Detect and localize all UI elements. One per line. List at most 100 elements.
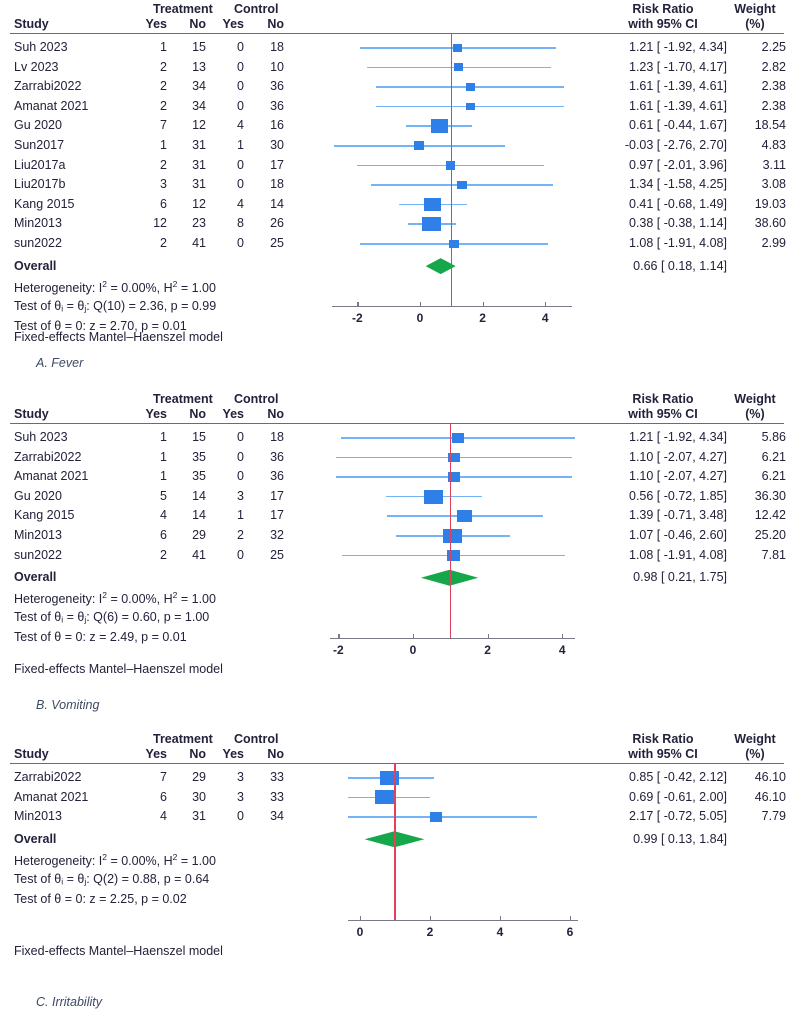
header-treatment: Treatment bbox=[153, 732, 213, 746]
x-axis-tick-label: 4 bbox=[541, 311, 549, 325]
x-axis bbox=[330, 638, 575, 640]
cell-control-no: 25 bbox=[270, 236, 284, 250]
table-row: Kang 2015 bbox=[14, 508, 75, 523]
cell-treatment-no: 31 bbox=[192, 177, 206, 192]
cell-weight: 2.82 bbox=[761, 59, 786, 74]
cell-effect-estimate: 1.08 [ -1.91, 4.08] bbox=[629, 547, 727, 562]
header-control-no: No bbox=[267, 17, 284, 31]
cell-control-yes: 0 bbox=[237, 449, 244, 464]
header-treatment-no: No bbox=[189, 407, 206, 421]
table-row: Gu 2020 bbox=[14, 118, 62, 133]
x-axis bbox=[332, 306, 572, 308]
cell-weight: 46.10 bbox=[754, 770, 786, 784]
x-axis-tick bbox=[430, 916, 432, 920]
cell-treatment-no: 31 bbox=[192, 138, 206, 152]
table-row: Zarrabi2022 bbox=[14, 770, 82, 784]
cell-treatment-no: 29 bbox=[192, 528, 206, 542]
cell-treatment-no: 15 bbox=[192, 430, 206, 444]
header-rule bbox=[10, 423, 784, 424]
cell-weight: 6.21 bbox=[761, 469, 786, 484]
x-axis-tick-label: 2 bbox=[479, 311, 486, 325]
x-axis-tick-label: 2 bbox=[484, 643, 491, 657]
cell-effect-estimate: -0.03 [ -2.76, 2.70] bbox=[624, 138, 727, 152]
header-weight: Weight bbox=[734, 392, 776, 406]
x-axis-tick-label: 6 bbox=[566, 925, 574, 939]
x-axis-tick bbox=[500, 916, 502, 920]
z-test-stat: Test of θ = 0: z = 2.25, p = 0.02 bbox=[14, 891, 187, 906]
table-row: Zarrabi2022 bbox=[14, 449, 82, 464]
cell-control-no: 17 bbox=[270, 157, 284, 172]
effect-marker bbox=[449, 239, 459, 248]
header-study: Study bbox=[14, 747, 49, 761]
cell-weight: 3.11 bbox=[762, 157, 786, 172]
cell-control-no: 26 bbox=[270, 216, 284, 231]
cell-weight: 38.60 bbox=[754, 216, 786, 231]
cell-weight: 2.25 bbox=[761, 40, 786, 54]
table-row: Amanat 2021 bbox=[14, 789, 89, 804]
header-effect: Risk Ratio bbox=[632, 2, 694, 16]
table-row: Kang 2015 bbox=[14, 196, 75, 211]
cell-control-no: 10 bbox=[270, 59, 284, 74]
cell-control-no: 30 bbox=[270, 138, 284, 152]
cell-control-no: 34 bbox=[270, 809, 284, 824]
header-rule bbox=[10, 33, 784, 34]
z-test-stat: Test of θ = 0: z = 2.70, p = 0.01 bbox=[14, 318, 187, 333]
cell-treatment-yes: 6 bbox=[160, 789, 167, 804]
cell-control-yes: 0 bbox=[237, 430, 244, 444]
cell-control-yes: 0 bbox=[237, 809, 244, 824]
cell-weight: 7.79 bbox=[761, 809, 786, 824]
header-effect: Risk Ratio bbox=[632, 732, 694, 746]
header-effect-ci: with 95% CI bbox=[628, 17, 698, 31]
header-treatment: Treatment bbox=[153, 392, 213, 406]
cell-weight: 36.30 bbox=[754, 488, 786, 503]
heterogeneity-stat: Heterogeneity: I2 = 0.00%, H2 = 1.00 bbox=[14, 851, 216, 868]
table-row: sun2022 bbox=[14, 547, 62, 562]
cell-control-no: 36 bbox=[270, 469, 284, 484]
cell-treatment-no: 34 bbox=[192, 79, 206, 94]
x-axis-tick bbox=[545, 302, 547, 306]
cell-treatment-yes: 2 bbox=[160, 547, 167, 562]
cell-control-yes: 1 bbox=[237, 138, 244, 152]
x-axis-tick bbox=[482, 302, 484, 306]
effect-marker bbox=[380, 770, 400, 785]
effect-marker bbox=[429, 811, 443, 823]
header-treatment-no: No bbox=[189, 17, 206, 31]
header-treatment-yes: Yes bbox=[145, 407, 167, 421]
cell-control-yes: 1 bbox=[237, 508, 244, 523]
cell-treatment-yes: 1 bbox=[160, 40, 167, 54]
cell-control-no: 14 bbox=[270, 196, 284, 211]
cell-weight: 12.42 bbox=[754, 508, 786, 523]
x-axis-tick-label: 4 bbox=[496, 925, 504, 939]
cell-treatment-yes: 2 bbox=[160, 98, 167, 113]
reference-line bbox=[449, 424, 452, 638]
cell-weight: 2.99 bbox=[761, 236, 786, 250]
cell-control-no: 36 bbox=[270, 98, 284, 113]
cell-effect-estimate: 1.23 [ -1.70, 4.17] bbox=[629, 59, 727, 74]
header-effect: Risk Ratio bbox=[632, 392, 694, 406]
cell-treatment-no: 31 bbox=[192, 157, 206, 172]
cell-treatment-no: 29 bbox=[192, 770, 206, 784]
overall-effect-estimate: 0.99 [ 0.13, 1.84] bbox=[633, 831, 727, 846]
cell-treatment-yes: 6 bbox=[160, 196, 167, 211]
cell-effect-estimate: 1.21 [ -1.92, 4.34] bbox=[629, 40, 727, 54]
cell-treatment-no: 13 bbox=[192, 59, 206, 74]
effect-marker bbox=[453, 63, 464, 72]
cell-treatment-yes: 4 bbox=[160, 809, 167, 824]
x-axis-tick bbox=[570, 916, 572, 920]
cell-effect-estimate: 0.38 [ -0.38, 1.14] bbox=[629, 216, 727, 231]
cell-control-no: 18 bbox=[270, 177, 284, 192]
cell-treatment-yes: 6 bbox=[160, 528, 167, 542]
header-study: Study bbox=[14, 17, 49, 31]
effect-marker bbox=[374, 790, 394, 805]
effect-marker bbox=[452, 433, 464, 443]
cell-control-yes: 2 bbox=[237, 528, 244, 542]
model-label: Fixed-effects Mantel–Haenszel model bbox=[14, 330, 223, 344]
table-row: Min2013 bbox=[14, 216, 62, 231]
cell-control-yes: 0 bbox=[237, 469, 244, 484]
cell-effect-estimate: 0.85 [ -0.42, 2.12] bbox=[629, 770, 727, 784]
cell-treatment-no: 12 bbox=[192, 196, 206, 211]
header-control-no: No bbox=[267, 407, 284, 421]
cell-treatment-no: 15 bbox=[192, 40, 206, 54]
cell-control-yes: 0 bbox=[237, 157, 244, 172]
cell-control-yes: 0 bbox=[237, 98, 244, 113]
